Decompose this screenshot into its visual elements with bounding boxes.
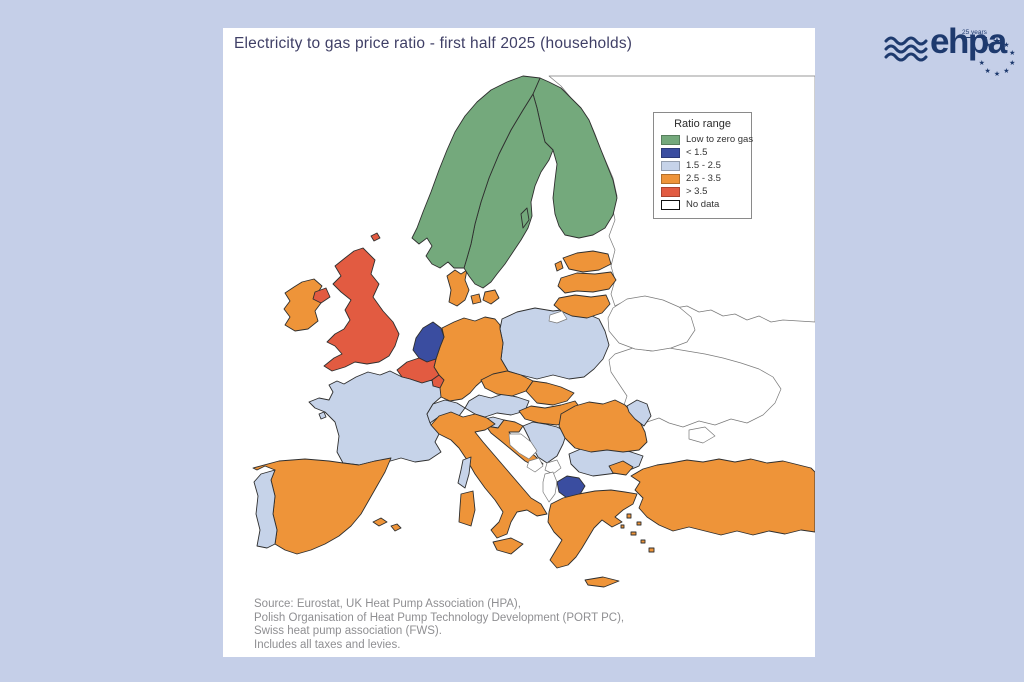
- legend-label: < 1.5: [686, 147, 708, 158]
- legend-label: No data: [686, 199, 720, 210]
- legend-swatch-no_data: [661, 199, 680, 210]
- legend-label: 2.5 - 3.5: [686, 173, 721, 184]
- country-funen: [470, 293, 482, 305]
- country-balearics: [372, 517, 402, 532]
- ehpa-25-years-label: 25 years: [962, 29, 987, 38]
- legend: Ratio range Low to zero gas < 1.5 1.5 - 2.…: [653, 112, 753, 219]
- source-line: Includes all taxes and levies.: [254, 638, 401, 651]
- legend-label: 1.5 - 2.5: [686, 160, 721, 171]
- country-france: [308, 370, 442, 466]
- country-crimea: [688, 426, 716, 444]
- country-sardinia: [458, 490, 476, 527]
- country-netherlands: [412, 321, 445, 363]
- country-bosnia: [508, 433, 538, 460]
- country-uk: [323, 247, 400, 372]
- ehpa-waves-icon: [884, 36, 928, 62]
- country-slovakia: [525, 380, 575, 406]
- legend-swatch-low_to_zero_gas: [661, 134, 680, 145]
- legend-swatch-lt_1_5: [661, 147, 680, 158]
- country-romania: [558, 399, 648, 453]
- country-north_macedonia: [556, 475, 586, 499]
- legend-swatch-gt_3_5: [661, 186, 680, 197]
- country-sicily: [492, 537, 524, 555]
- legend-rows: Low to zero gas < 1.5 1.5 - 2.5 2.5 - 3.5 > …: [661, 134, 753, 210]
- country-ukraine: [608, 347, 782, 428]
- country-kosovo: [544, 459, 562, 475]
- legend-label: Low to zero gas: [686, 134, 754, 145]
- country-aegean_islands: [620, 513, 655, 553]
- country-brittany_islands: [318, 411, 327, 420]
- legend-swatch-r_2_5_to_3_5: [661, 173, 680, 184]
- country-ireland: [283, 278, 323, 332]
- legend-item-no_data: No data: [661, 199, 744, 210]
- country-estonia: [562, 250, 612, 273]
- country-northern_ireland: [312, 287, 331, 304]
- country-corsica: [457, 456, 472, 489]
- legend-label: > 3.5: [686, 186, 708, 197]
- country-portugal: [253, 469, 278, 549]
- country-turkey_european: [608, 460, 634, 476]
- country-zealand: [482, 289, 500, 305]
- source-line: Source: Eurostat, UK Heat Pump Associati…: [254, 598, 521, 610]
- country-crete: [584, 576, 620, 588]
- country-montenegro: [526, 457, 544, 473]
- country-switzerland: [426, 399, 466, 424]
- legend-item-low_to_zero_gas: Low to zero gas: [661, 134, 753, 145]
- source-line: Swiss heat pump association (FWS).: [254, 625, 442, 637]
- country-turkey: [630, 458, 815, 536]
- country-italy: [430, 411, 548, 539]
- legend-title: Ratio range: [674, 118, 731, 130]
- legend-item-r_1_5_to_2_5: 1.5 - 2.5: [661, 160, 744, 171]
- legend-item-lt_1_5: < 1.5: [661, 147, 744, 158]
- country-norway: [411, 75, 541, 269]
- country-latvia: [557, 271, 617, 294]
- legend-swatch-r_1_5_to_2_5: [661, 160, 680, 171]
- source-line: Polish Organisation of Heat Pump Technol…: [254, 611, 625, 624]
- europe-choropleth-map: [252, 75, 815, 588]
- ehpa-logo: ehpa 25 years ★ ★ ★ ★ ★ ★ ★ ★ ★: [884, 20, 1020, 80]
- country-greece: [547, 489, 638, 569]
- country-belarus: [607, 295, 696, 352]
- country-uk_islands: [370, 232, 381, 242]
- ehpa-logo-text: ehpa: [930, 22, 1007, 61]
- country-estonia_islands: [554, 260, 564, 272]
- country-kaliningrad: [548, 310, 568, 324]
- country-moldova: [626, 399, 652, 427]
- source-text: Source: Eurostat, UK Heat Pump Associati…: [254, 598, 624, 652]
- map-title: Electricity to gas price ratio - first h…: [234, 35, 633, 52]
- country-gotland: [520, 207, 530, 229]
- legend-item-r_2_5_to_3_5: 2.5 - 3.5: [661, 173, 744, 184]
- country-lithuania: [553, 294, 611, 319]
- country-albania: [542, 471, 558, 503]
- country-denmark: [446, 269, 470, 307]
- country-austria: [464, 393, 530, 418]
- map-card: Electricity to gas price ratio - first h…: [223, 28, 815, 657]
- legend-item-gt_3_5: > 3.5: [661, 186, 744, 197]
